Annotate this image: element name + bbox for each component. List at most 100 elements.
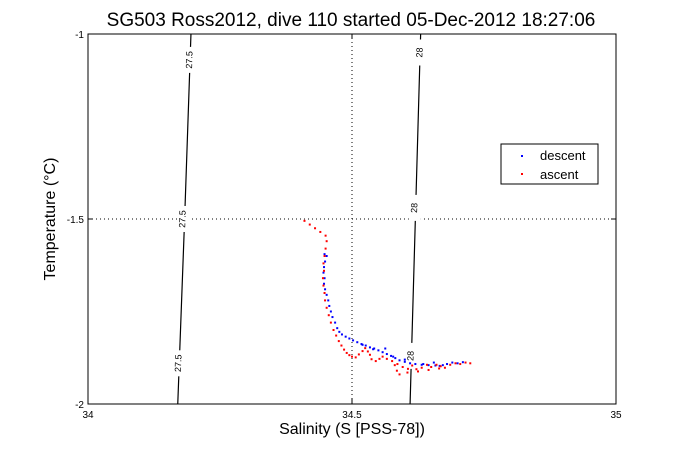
- y-tick-label: -1.5: [67, 215, 85, 226]
- ascent-point: [340, 344, 343, 347]
- ascent-point: [324, 234, 327, 237]
- ascent-point: [420, 366, 423, 369]
- ascent-point: [348, 354, 351, 357]
- descent-point: [451, 361, 454, 364]
- ascent-point: [368, 353, 371, 356]
- contour-label-bg: [414, 39, 427, 66]
- ascent-point: [454, 362, 457, 365]
- ascent-point: [396, 363, 399, 366]
- ascent-point: [319, 230, 322, 233]
- descent-point: [461, 361, 464, 364]
- descent-point: [323, 266, 326, 269]
- descent-point: [325, 255, 328, 257]
- descent-point: [372, 348, 375, 351]
- descent-point: [331, 316, 334, 319]
- ascent-point: [395, 369, 398, 372]
- legend-box: [500, 143, 599, 185]
- descent-point: [325, 293, 328, 296]
- ascent-point: [324, 247, 327, 250]
- ascent-point: [406, 367, 409, 370]
- legend-ascent-marker: [521, 173, 523, 175]
- ascent-point: [357, 353, 360, 356]
- ascent-point: [435, 363, 438, 366]
- ascent-point: [323, 292, 326, 294]
- ascent-point: [361, 350, 364, 353]
- descent-point: [427, 364, 430, 367]
- chart-title: SG503 Ross2012, dive 110 started 05-Dec-…: [107, 10, 596, 31]
- legend-descent-marker: [521, 155, 523, 157]
- descent-point: [385, 353, 388, 356]
- ascent-point: [321, 277, 324, 280]
- ascent-point: [385, 357, 388, 360]
- ascent-point: [443, 366, 446, 369]
- descent-point: [432, 361, 435, 364]
- descent-point: [329, 310, 332, 313]
- axis-ticks: 34 34.5 35 -2 -1.5 -1: [67, 30, 622, 421]
- descent-point: [438, 364, 441, 367]
- descent-point: [348, 337, 351, 340]
- descent-point: [323, 277, 326, 280]
- descent-point: [364, 344, 367, 347]
- descent-point: [409, 362, 412, 365]
- descent-point: [381, 351, 384, 354]
- descent-point: [338, 330, 341, 333]
- x-axis-label: Salinity (S [PSS-78]): [279, 421, 425, 438]
- legend-ascent-label: ascent: [540, 167, 579, 182]
- ascent-series: [303, 219, 472, 376]
- ascent-point: [314, 227, 317, 230]
- descent-point: [324, 288, 327, 291]
- ascent-point: [323, 269, 326, 272]
- ascent-point: [308, 223, 311, 226]
- y-tick-label: -1: [75, 30, 84, 41]
- descent-series: [322, 253, 464, 367]
- descent-point: [398, 359, 401, 362]
- descent-point: [394, 357, 397, 360]
- contour-label: 27.5: [177, 210, 188, 228]
- y-axis-label: Temperature (°C): [42, 158, 59, 281]
- descent-point: [334, 321, 337, 324]
- ascent-point: [459, 363, 462, 366]
- contour-label-bg: [177, 206, 190, 232]
- ascent-point: [449, 363, 452, 366]
- descent-point: [384, 347, 387, 350]
- ascent-point: [327, 314, 330, 317]
- legend: descent ascent: [500, 143, 599, 185]
- ascent-point: [417, 370, 419, 373]
- ascent-point: [366, 350, 369, 353]
- descent-point: [327, 299, 330, 302]
- ascent-point: [381, 355, 384, 358]
- ascent-point: [345, 351, 348, 354]
- descent-point: [456, 362, 459, 365]
- ascent-point: [438, 367, 441, 370]
- ascent-point: [329, 321, 332, 324]
- ascent-point: [401, 366, 404, 368]
- descent-point: [322, 271, 325, 274]
- ascent-point: [393, 364, 396, 367]
- ascent-point: [337, 340, 340, 343]
- ascent-point: [464, 361, 467, 364]
- ascent-point: [343, 348, 346, 351]
- ascent-point: [469, 362, 472, 365]
- ascent-point: [439, 365, 442, 368]
- descent-point: [323, 282, 326, 285]
- ascent-point: [322, 284, 325, 287]
- descent-point: [422, 363, 425, 366]
- descent-point: [323, 253, 326, 256]
- ascent-point: [411, 364, 414, 367]
- ascent-point: [323, 255, 326, 257]
- descent-point: [360, 343, 363, 346]
- ascent-point: [430, 366, 433, 368]
- contour-label-bg: [408, 194, 421, 221]
- descent-point: [434, 364, 437, 367]
- ascent-point: [335, 334, 338, 337]
- x-tick-label: 34: [82, 410, 94, 421]
- descent-point: [361, 343, 364, 346]
- x-tick-label: 34.5: [342, 410, 362, 421]
- ascent-point: [303, 219, 306, 222]
- descent-point: [377, 349, 380, 352]
- descent-point: [420, 363, 423, 366]
- descent-point: [390, 354, 393, 357]
- descent-point: [403, 358, 406, 361]
- descent-point: [344, 335, 347, 338]
